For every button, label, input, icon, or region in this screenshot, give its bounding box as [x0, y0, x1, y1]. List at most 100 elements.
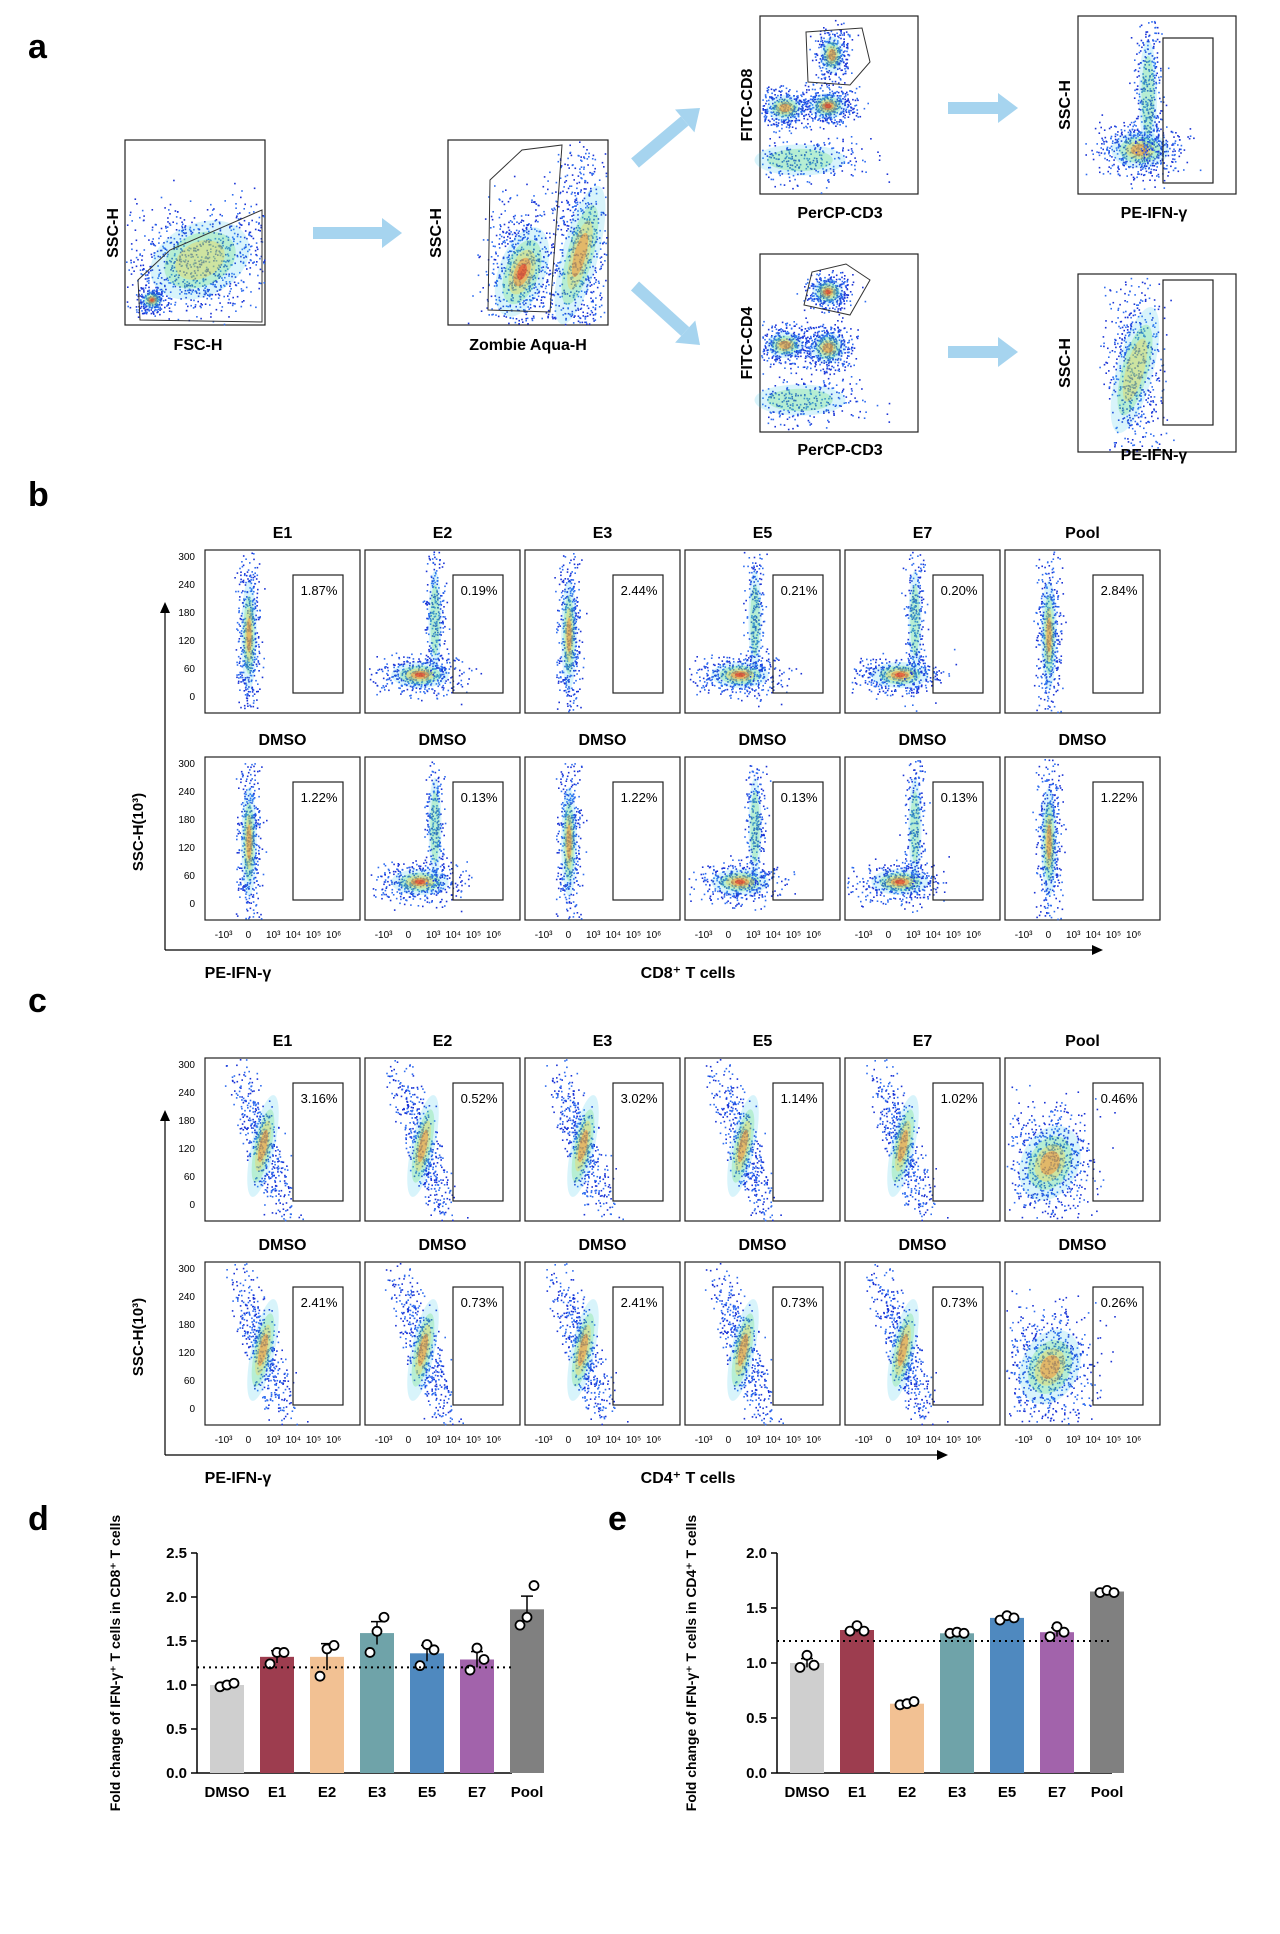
chart-d-ytick-2: 1.0 — [166, 1677, 187, 1694]
flow-c-bottom-dots-4 — [866, 1264, 949, 1426]
flow-b-bottom-dots-1 — [370, 761, 473, 913]
chart-e-xtick-E7: E7 — [1048, 1784, 1066, 1801]
chart-d-ytick-0: 0.0 — [166, 1765, 187, 1782]
flow-b-bottom-title-2: DMSO — [579, 732, 627, 749]
chart-e-ytick-4: 2.0 — [746, 1545, 767, 1562]
gating-plot-fsc-ylabel: SSC-H — [105, 208, 122, 258]
flow-b-top-pct-2: 2.44% — [621, 583, 658, 598]
flow-b-top-frame-2 — [524, 549, 681, 714]
flow-b-bottom-title-5: DMSO — [1059, 732, 1107, 749]
flow-b-top-pct-3: 0.21% — [781, 583, 818, 598]
gating-plot-zombie-xlabel: Zombie Aqua-H — [469, 337, 587, 354]
flow-c-y-label: SSC-H(10³) — [130, 1298, 147, 1376]
flow-c-xtick-2-3: 10⁴ — [606, 1435, 621, 1446]
chart-d-point-E3-0 — [364, 1647, 376, 1658]
flow-c-xtick-2-2: 10³ — [586, 1435, 601, 1446]
flow-b-bottom-pct-0: 1.22% — [301, 790, 338, 805]
flow-c-bottom-title-4: DMSO — [899, 1237, 947, 1254]
chart-e-ytick-3: 1.5 — [746, 1600, 767, 1617]
chart-d-ytick-4: 2.0 — [166, 1589, 187, 1606]
flow-c-bottom-frame-1 — [364, 1261, 521, 1426]
arrow-cd4-to-ifn — [948, 337, 1018, 367]
chart-e-point-E7-0 — [1044, 1631, 1056, 1642]
gating-plot-cd8-ylabel: FITC-CD8 — [739, 68, 756, 141]
flow-b-bottom-title-4: DMSO — [899, 732, 947, 749]
gating-plot-cd8-xlabel: PerCP-CD3 — [797, 205, 882, 222]
flow-b-bottom-frame-3 — [684, 756, 841, 921]
chart-e-ytick-2: 1.0 — [746, 1655, 767, 1672]
flow-b-xtick-5-2: 10³ — [1066, 930, 1081, 941]
gating-plot-zombie-ylabel: SSC-H — [428, 208, 445, 258]
flow-c-xtick-1-0: -10³ — [375, 1435, 393, 1446]
flow-c-bottom-title-5: DMSO — [1059, 1237, 1107, 1254]
chart-e-xtick-E5: E5 — [998, 1784, 1016, 1801]
gating-plot-cd8-ifn-ylabel: SSC-H — [1057, 80, 1074, 130]
chart-e-ytick-1: 0.5 — [746, 1710, 767, 1727]
flow-b-top-dots-0 — [234, 552, 266, 710]
chart-d-bar-E5 — [410, 1653, 444, 1773]
flow-b-top-ytick-3: 120 — [178, 636, 195, 647]
flow-b-bottom-gate-0 — [292, 781, 344, 901]
flow-c-top-title-0: E1 — [273, 1033, 293, 1050]
flow-b-bottom-frame-2 — [524, 756, 681, 921]
chart-d-bar-DMSO — [210, 1685, 244, 1773]
flow-b-population: CD8⁺ T cells — [641, 965, 736, 982]
flow-b-bottom-dots-4 — [847, 760, 950, 913]
flow-b-top-ytick-1: 240 — [178, 580, 195, 591]
chart-d-xtick-E1: E1 — [268, 1784, 286, 1801]
flow-c-top-pct-4: 1.02% — [941, 1091, 978, 1106]
flow-c-top-gate-0 — [292, 1082, 344, 1202]
flow-c-top-frame-3 — [684, 1057, 841, 1222]
flow-b-xtick-5-0: -10³ — [1015, 930, 1033, 941]
flow-b-bottom-gate-3 — [772, 781, 824, 901]
flow-c-xtick-0-3: 10⁴ — [286, 1435, 301, 1446]
flow-c-xtick-4-4: 10⁵ — [946, 1435, 961, 1446]
chart-d-xtick-E3: E3 — [368, 1784, 386, 1801]
chart-d-point-E7-1 — [471, 1642, 483, 1654]
panel-c-cd4-flow: E1 3.16% E2 0.52% E3 3.02% E5 1.14% E7 1.02% Pool 0… — [130, 1033, 1161, 1487]
flow-c-bottom-dots-5 — [1006, 1288, 1116, 1425]
gating-plot-cd8-dots — [754, 19, 891, 194]
chart-d-point-E3-2 — [378, 1611, 390, 1623]
gating-plot-cd4-ifn-ylabel: SSC-H — [1057, 338, 1074, 388]
flow-b-top-frame-0 — [204, 549, 361, 714]
flow-c-bottom-gate-0 — [292, 1286, 344, 1406]
flow-b-top-title-4: E7 — [913, 525, 933, 542]
flow-b-top-pct-0: 1.87% — [301, 583, 338, 598]
flow-b-top-frame-3 — [684, 549, 841, 714]
flow-b-top-ytick-2: 180 — [178, 608, 195, 619]
chart-e-bar-E7 — [1040, 1632, 1074, 1773]
panel-label-e: e — [608, 1500, 627, 1538]
gating-plot-cd4-ylabel: FITC-CD4 — [739, 306, 756, 379]
flow-b-xtick-4-4: 10⁵ — [946, 930, 961, 941]
panel-label-d: d — [28, 1500, 49, 1538]
chart-d-point-E3-1 — [371, 1625, 383, 1637]
flow-c-bottom-ytick-0: 300 — [178, 1264, 195, 1275]
flow-c-bottom-pct-0: 2.41% — [301, 1295, 338, 1310]
arrow-gate-2-to-cd8 — [631, 108, 700, 168]
flow-c-top-ytick-5: 0 — [189, 1200, 195, 1211]
flow-b-bottom-frame-1 — [364, 756, 521, 921]
flow-c-bottom-gate-4 — [932, 1286, 984, 1406]
flow-b-xtick-1-5: 10⁶ — [486, 930, 501, 941]
chart-e-ytick-0: 0.0 — [746, 1765, 767, 1782]
flow-b-top-gate-0 — [292, 574, 344, 694]
chart-e-bar-E2 — [890, 1703, 924, 1773]
flow-b-top-ytick-5: 0 — [189, 692, 195, 703]
flow-b-top-pct-4: 0.20% — [941, 583, 978, 598]
flow-c-top-dots-3 — [705, 1059, 782, 1222]
chart-d-point-E2-2 — [328, 1640, 340, 1651]
chart-e-xtick-E2: E2 — [898, 1784, 916, 1801]
flow-b-bottom-ytick-5: 0 — [189, 899, 195, 910]
flow-c-bottom-gate-5 — [1092, 1286, 1144, 1406]
chart-d-ytick-5: 2.5 — [166, 1545, 187, 1562]
gating-plot-cd8-ifn-dots — [1085, 20, 1202, 190]
flow-b-top-gate-1 — [452, 574, 504, 694]
flow-b-xtick-4-5: 10⁶ — [966, 930, 981, 941]
flow-c-xtick-3-1: 0 — [726, 1435, 732, 1446]
flow-b-bottom-frame-0 — [204, 756, 361, 921]
flow-b-top-title-1: E2 — [433, 525, 453, 542]
flow-c-top-pct-2: 3.02% — [621, 1091, 658, 1106]
flow-c-xtick-5-3: 10⁴ — [1086, 1435, 1101, 1446]
gating-gate-cd4-ifn — [1162, 279, 1214, 426]
